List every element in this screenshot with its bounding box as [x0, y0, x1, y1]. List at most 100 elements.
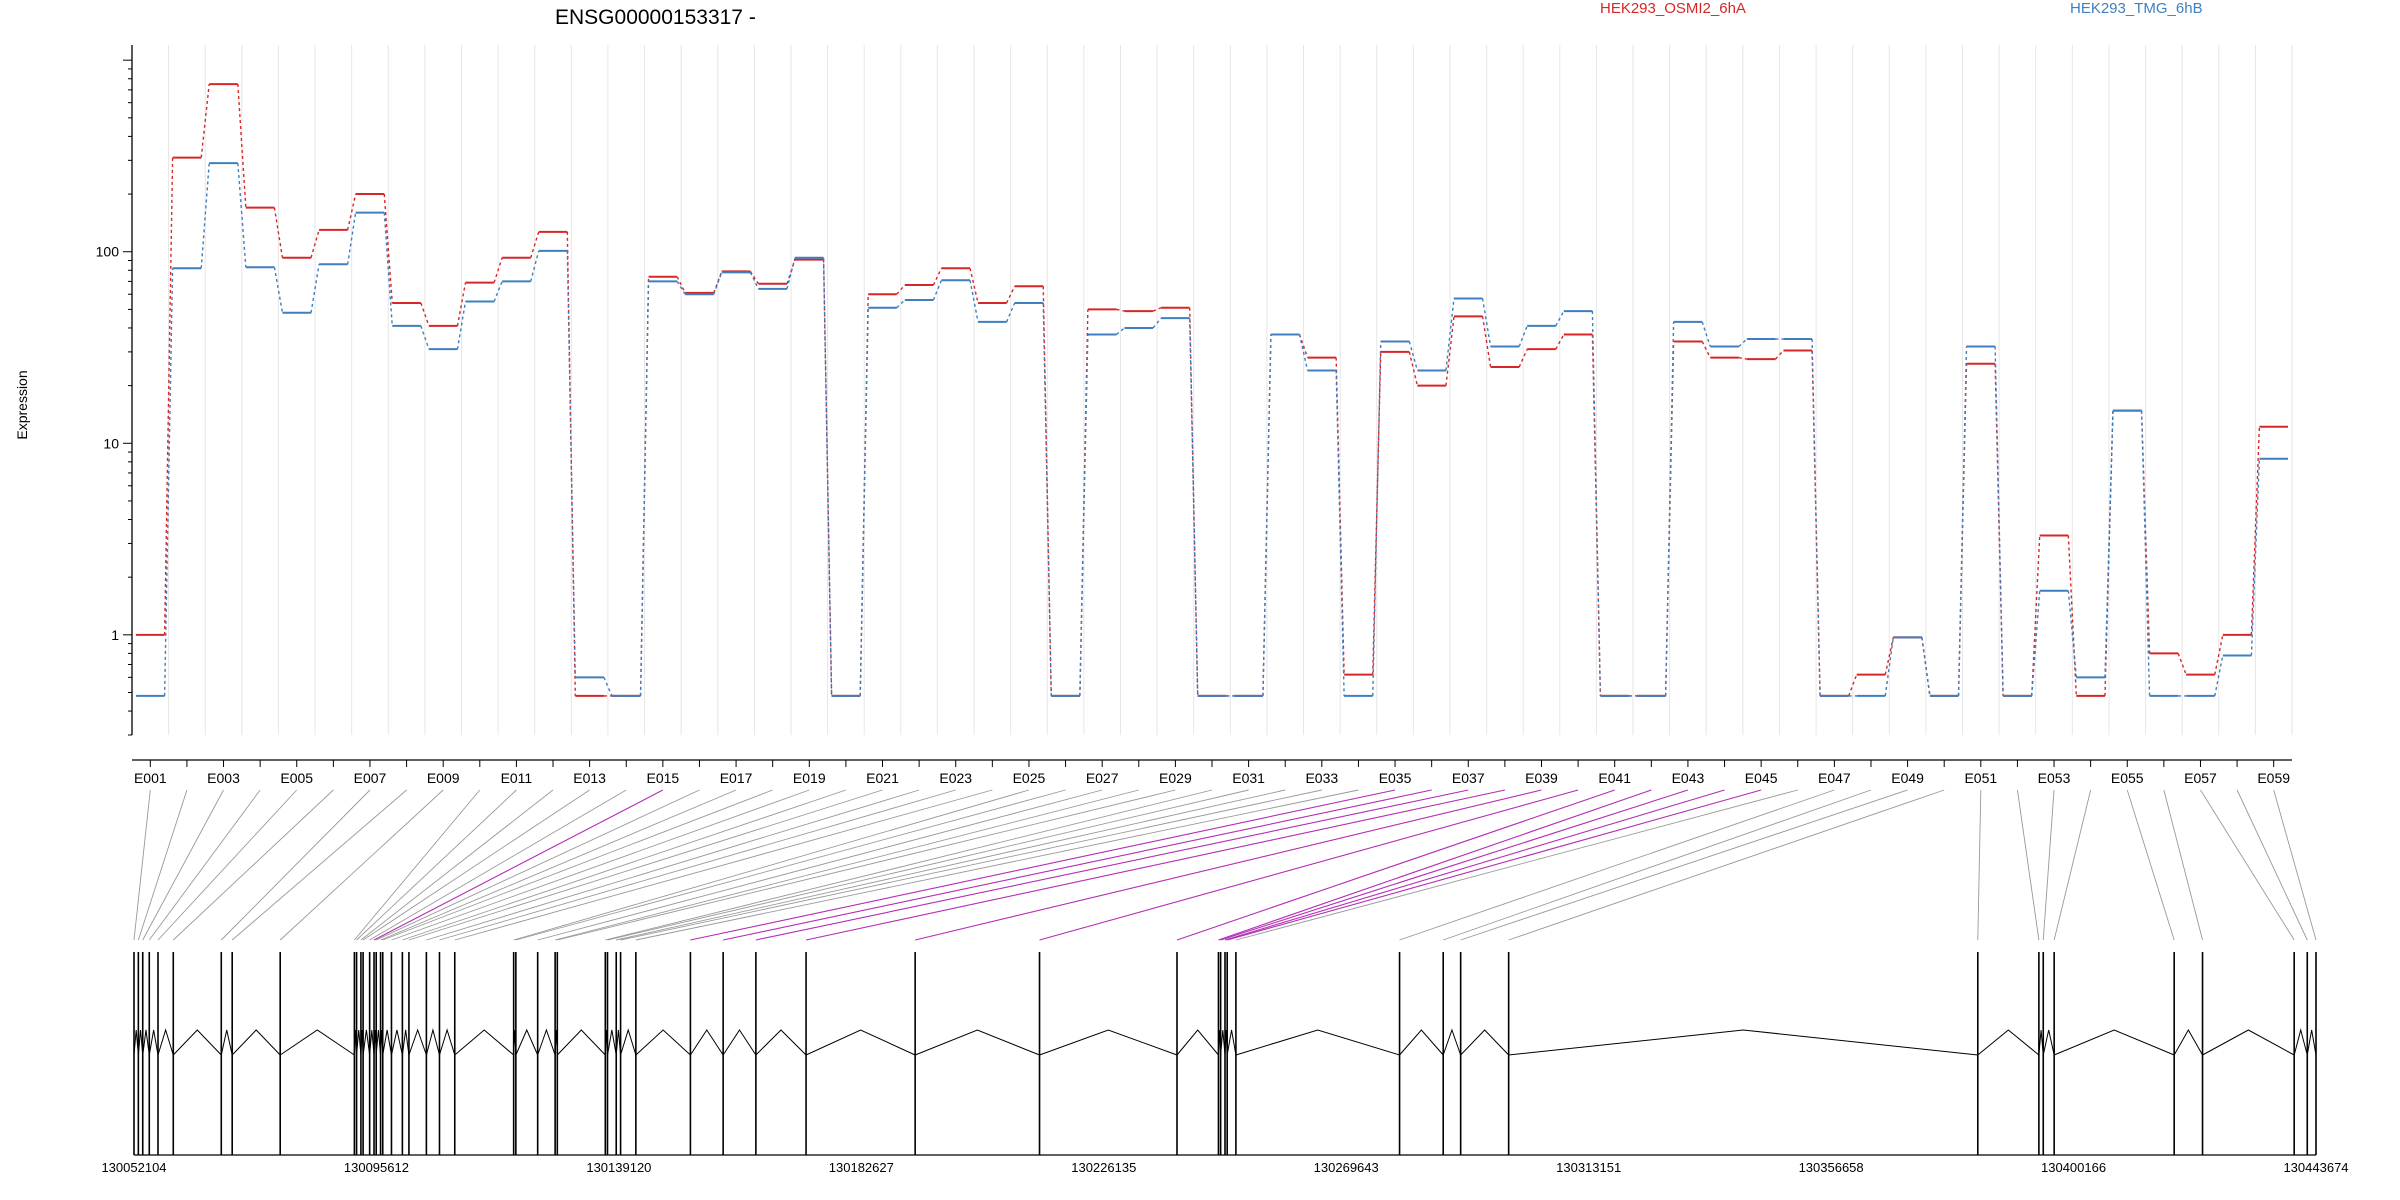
intron-line — [2053, 1029, 2175, 1056]
chart-title: ENSG00000153317 - — [555, 6, 756, 29]
intron-line — [133, 1029, 139, 1056]
series-connector — [530, 250, 540, 282]
exon-connector-highlighted — [805, 789, 1505, 941]
series-connector — [896, 299, 906, 309]
exon-connector — [172, 789, 334, 941]
exon-tick-label: E031 — [1232, 770, 1265, 786]
intron-line — [755, 1029, 807, 1056]
exon-connector — [620, 789, 1322, 941]
series-connector — [1994, 346, 2004, 696]
intron-line — [1226, 1029, 1237, 1056]
axes-layer: 1 10 100 E001 E003 E005 E007 E009 E011 E013 E015 E0… — [96, 45, 2292, 786]
series-connector — [420, 302, 430, 327]
grid-layer — [131, 45, 2293, 735]
intron-line — [604, 1029, 608, 1056]
genomic-coordinate-label: 130443674 — [2283, 1160, 2348, 1175]
genomic-coordinate-label: 130226135 — [1071, 1160, 1136, 1175]
series-connector — [1445, 298, 1455, 371]
series-connector — [1188, 307, 1199, 696]
exon-connector — [380, 789, 737, 941]
genomic-coordinate-label: 130269643 — [1314, 1160, 1379, 1175]
exon-tick-label: E007 — [354, 770, 387, 786]
exon-connector — [2273, 789, 2317, 941]
exon-tick-label: E045 — [1745, 770, 1778, 786]
series-connector — [749, 270, 759, 285]
intron-line — [1977, 1029, 2040, 1056]
exon-connector — [1443, 789, 1872, 941]
y-tick-label: 100 — [96, 244, 120, 260]
exon-connector-highlighted — [1176, 789, 1615, 941]
series-connector — [1152, 307, 1162, 312]
intron-line — [380, 1029, 384, 1056]
series-connector — [786, 257, 796, 290]
exon-connector — [557, 789, 1176, 941]
exon-connector — [1399, 789, 1835, 941]
series-connector — [1848, 674, 1858, 697]
series-connector — [1921, 637, 1931, 696]
series-connector — [346, 193, 357, 231]
series-connector — [310, 229, 320, 258]
legend-entry-tmg: HEK293_TMG_6hB — [2070, 0, 2203, 17]
intron-line — [515, 1028, 539, 1056]
exon-tick-label: E041 — [1598, 770, 1631, 786]
exon-connector — [137, 789, 188, 941]
series-connector — [273, 207, 284, 258]
intron-line — [1039, 1029, 1178, 1056]
genomic-coordinate-label: 130356658 — [1799, 1160, 1864, 1175]
intron-line — [537, 1028, 556, 1056]
intron-line — [142, 1029, 150, 1056]
intron-line — [279, 1029, 355, 1056]
series-connector — [1188, 318, 1199, 696]
exon-tick-label: E055 — [2111, 770, 2144, 786]
series-connector — [1298, 334, 1309, 371]
series-connector — [1774, 350, 1784, 360]
series-connector — [493, 257, 503, 283]
series-connector — [1079, 334, 1089, 696]
intron-line — [439, 1028, 456, 1056]
series-connector — [420, 325, 430, 350]
exon-connector — [635, 789, 1359, 941]
series-connector — [1116, 308, 1125, 312]
exon-connector — [133, 789, 151, 941]
exon-connector-highlighted — [755, 789, 1469, 941]
exon-connector — [369, 789, 627, 941]
exon-tick-label: E009 — [427, 770, 460, 786]
exon-tick-label: E049 — [1891, 770, 1924, 786]
exon-tick-label: E025 — [1013, 770, 1046, 786]
exon-connector — [148, 789, 261, 941]
y-tick-label: 10 — [103, 435, 119, 451]
exon-connector — [157, 789, 298, 941]
intron-line — [1399, 1029, 1444, 1056]
intron-line — [1235, 1029, 1400, 1056]
intron-line — [390, 1029, 403, 1056]
series-connector — [530, 231, 540, 258]
intron-line — [914, 1029, 1040, 1056]
series-connector — [2177, 653, 2187, 675]
series-connector — [1701, 321, 1711, 347]
genomic-coordinate-label: 130095612 — [344, 1160, 409, 1175]
genomic-coordinate-label: 130313151 — [1556, 1160, 1621, 1175]
intron-line — [172, 1029, 222, 1056]
genomic-coordinate-label: 130400166 — [2041, 1160, 2106, 1175]
exon-connector — [616, 789, 1286, 941]
series-connector — [2214, 655, 2224, 697]
series-connector — [969, 280, 979, 323]
series-connector — [1518, 325, 1528, 347]
series-connector — [2250, 426, 2261, 635]
intron-line — [2038, 1029, 2044, 1056]
intron-line — [425, 1028, 440, 1056]
series-connector — [822, 257, 833, 696]
exon-tick-label: E027 — [1086, 770, 1119, 786]
series-connector — [859, 307, 869, 696]
series-connector — [1664, 321, 1675, 696]
series-connector — [2250, 458, 2261, 656]
exon-tick-label: E051 — [1964, 770, 1997, 786]
exon-connector-highlighted — [915, 789, 1542, 941]
exon-tick-label: E011 — [501, 770, 533, 786]
series-connector — [456, 282, 467, 327]
intron-line — [2293, 1028, 2308, 1056]
exon-connector — [354, 789, 481, 941]
series-connector — [1738, 338, 1748, 348]
exon-tick-label: E001 — [134, 770, 167, 786]
series-0 — [136, 83, 2288, 697]
